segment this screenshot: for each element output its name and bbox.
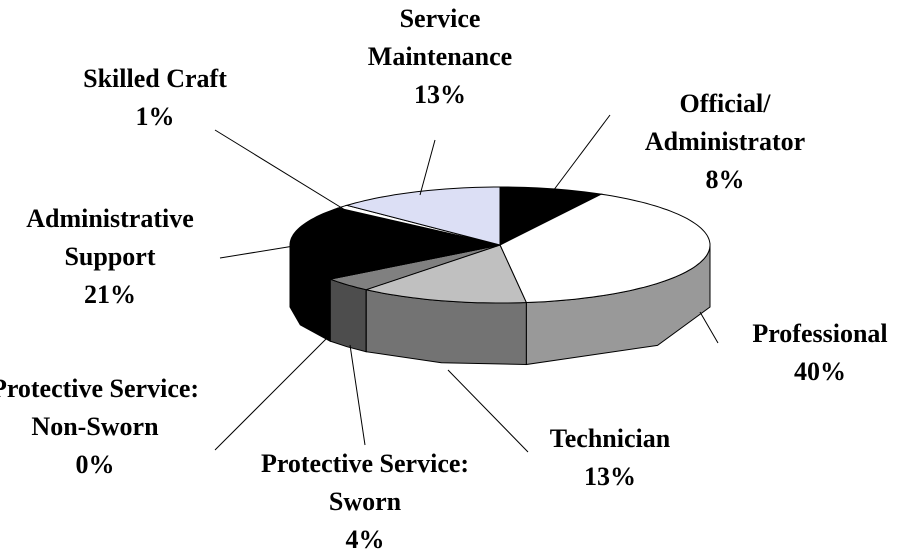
slice-label: Professional 40% (720, 315, 911, 391)
category-name: Protective Service: Sworn (260, 449, 470, 516)
slice-label: Protective Service: Sworn 4% (245, 445, 485, 559)
category-name: Technician (549, 424, 671, 453)
slice-label: Official/ Administrator 8% (610, 85, 840, 199)
leader-line (549, 114, 611, 196)
leader-line (214, 129, 351, 214)
category-name: Service Maintenance (367, 4, 513, 71)
leader-line (699, 311, 719, 344)
slice-side (329, 278, 367, 353)
leader-line (419, 139, 436, 196)
value-label: 40% (794, 357, 846, 386)
slice (328, 244, 501, 291)
leader-line (349, 344, 366, 446)
category-name: Protective Service: Non-Sworn (0, 374, 200, 441)
value-label: 8% (705, 165, 745, 194)
slice-label: Technician 13% (510, 420, 710, 496)
category-name: Administrative Support (26, 204, 194, 271)
slice-label: Skilled Craft 1% (45, 60, 265, 136)
category-name: Official/ Administrator (644, 89, 806, 156)
slice-label: Administrative Support 21% (0, 200, 225, 314)
value-label: 21% (84, 280, 136, 309)
category-name: Skilled Craft (83, 64, 227, 93)
slice (499, 193, 711, 304)
value-label: 13% (584, 462, 636, 491)
slice (344, 186, 501, 246)
category-name: Professional (752, 319, 888, 348)
slice (364, 244, 528, 304)
leader-line (214, 334, 331, 451)
slice-label: Service Maintenance 13% (340, 0, 540, 114)
slice (499, 186, 603, 246)
value-label: 0% (75, 450, 115, 479)
slice (289, 207, 501, 280)
value-label: 1% (135, 102, 175, 131)
slice-label: Protective Service: Non-Sworn 0% (0, 370, 200, 484)
value-label: 13% (414, 80, 466, 109)
leader-line (219, 244, 301, 259)
value-label: 4% (345, 525, 385, 554)
leader-line (447, 369, 529, 453)
